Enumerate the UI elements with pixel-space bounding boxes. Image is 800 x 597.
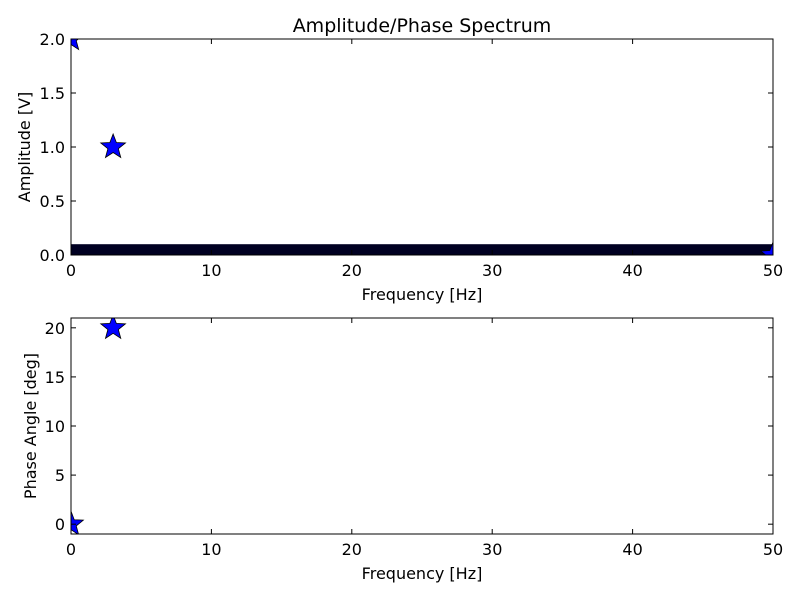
- star-marker: [99, 318, 127, 340]
- amplitude-y-axis-label: Amplitude [V]: [15, 92, 34, 203]
- star-marker: [71, 39, 80, 51]
- phase-ticks: 0 10 20 30 40 50 0 5 10 15 20: [45, 318, 783, 559]
- x-tick-label: 20: [342, 261, 362, 280]
- x-tick-label: 50: [763, 261, 783, 280]
- y-tick-label: 0: [55, 515, 65, 534]
- x-tick-label: 10: [201, 540, 221, 559]
- y-tick-label: 1.0: [40, 138, 65, 157]
- y-tick-label: 5: [55, 466, 65, 485]
- star-marker: [759, 240, 773, 255]
- y-tick-label: 0.0: [40, 246, 65, 265]
- phase-x-axis-label: Frequency [Hz]: [362, 564, 483, 583]
- amplitude-ticks: 0 10 20 30 40 50 0.0 0.5 1.0 1.5 2.0: [40, 30, 784, 280]
- y-tick-label: 20: [45, 319, 65, 338]
- y-tick-label: 15: [45, 368, 65, 387]
- y-tick-label: 1.5: [40, 84, 65, 103]
- chart-title: Amplitude/Phase Spectrum: [293, 15, 552, 37]
- y-tick-label: 2.0: [40, 30, 65, 49]
- amplitude-panel: Amplitude/Phase Spectrum 0 10 20 30 40 500.00…: [15, 15, 784, 304]
- star-marker: [99, 132, 127, 159]
- amplitude-axes-frame: [70, 38, 774, 256]
- y-tick-label: 10: [45, 417, 65, 436]
- x-tick-label: 40: [622, 540, 642, 559]
- amplitude-x-axis-label: Frequency [Hz]: [362, 285, 483, 304]
- x-tick-label: 40: [622, 261, 642, 280]
- x-tick-label: 20: [342, 540, 362, 559]
- baseline-band: [71, 244, 773, 255]
- phase-y-axis-label: Phase Angle [deg]: [21, 353, 40, 499]
- phase-axes-frame: [70, 317, 774, 535]
- x-tick-label: 50: [763, 540, 783, 559]
- amplitude-markers: [71, 39, 773, 255]
- x-tick-label: 0: [66, 540, 76, 559]
- amplitude-baseline-band: [71, 244, 773, 255]
- x-tick-label: 10: [201, 261, 221, 280]
- phase-panel: 0 10 20 30 40 50 0 5 10 15 20 Frequency [Hz] Phase…: [21, 317, 783, 583]
- y-tick-label: 0.5: [40, 192, 65, 211]
- x-tick-label: 0: [66, 261, 76, 280]
- phase-markers: [71, 318, 127, 534]
- x-tick-label: 30: [482, 261, 502, 280]
- x-tick-label: 30: [482, 540, 502, 559]
- star-marker: [71, 510, 85, 534]
